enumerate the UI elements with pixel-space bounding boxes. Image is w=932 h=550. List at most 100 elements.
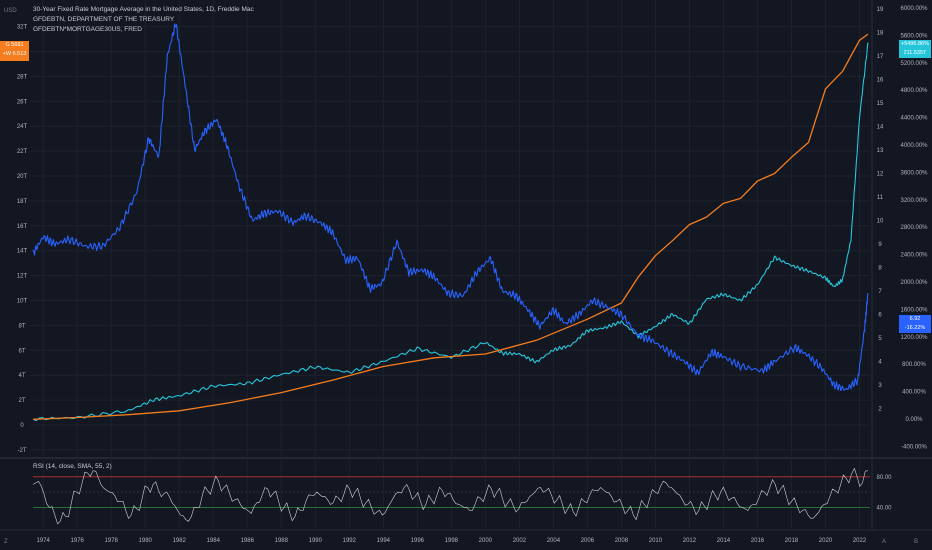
left-axis-tick: 26T [17,99,28,105]
x-axis-tick: 1982 [173,538,187,544]
x-axis-tick: 1994 [377,538,391,544]
chart-series [32,23,869,422]
rsi-title: RSI (14, close, SMA, 55, 2) [33,463,112,470]
mid-axis-tick: 9 [878,242,882,248]
right-axis-tick: 3200.00% [900,198,928,204]
x-axis-tick: 2002 [513,538,527,544]
right-tag-product-pct: +5496.86% [901,41,929,47]
right-axis-tick: 5600.00% [900,33,928,39]
mid-axis-tick: 3 [878,383,882,389]
grid-lines [0,0,932,531]
right-axis-tick: 4800.00% [900,88,928,94]
right-tag-mortgage-pct: -16.22% [904,325,926,331]
left-axis-tick: -2T [18,448,27,454]
right-axis-tick: 2400.00% [900,253,928,259]
timezone-button[interactable]: Z [4,539,8,545]
mid-axis-tick: 6 [878,313,882,319]
x-axis-tick: 1990 [309,538,323,544]
product-series-line [32,42,869,422]
mid-axis-tick: 19 [877,7,884,13]
mid-axis-tick: 17 [877,54,884,60]
right-axis-tick: 5200.00% [900,61,928,67]
right-axis-tick: 1200.00% [900,335,928,341]
right-tag-product-val: 211.535T [903,50,927,56]
left-axis-tick: 32T [17,25,28,31]
left-axis-tick: 4T [18,373,25,379]
x-axis-tick: 2004 [547,538,561,544]
mid-axis-tick: 2 [878,407,882,413]
right-axis-tick: 6000.00% [900,6,928,12]
left-axis-tick: 6T [18,348,25,354]
legend-product: GFDEBTN*MORTGAGE30US, FRED [33,26,142,33]
right-axis-tick: -400.00% [901,444,927,450]
right-axis-tick: 2800.00% [900,225,928,231]
x-axis-tick: 2016 [751,538,765,544]
x-axis-tick: 2022 [853,538,867,544]
left-axis-unit: USD [4,8,17,14]
left-axis-tick: 8T [18,323,25,329]
right-tag-mortgage: 6.92 -16.22% [899,315,931,333]
rsi-axis-tick: 40.00 [876,505,892,511]
mid-axis-tick: 18 [877,31,884,37]
rsi-pane [32,467,870,525]
left-axis-tick: 22T [17,149,28,155]
x-axis-tick: 1998 [445,538,459,544]
right-axis-tick: 4000.00% [900,143,928,149]
left-tag-bottom: +W 6.513 [2,51,27,57]
x-axis-tick: 1996 [411,538,425,544]
mid-axis-tick: 11 [877,195,884,201]
x-axis-tick: 1984 [207,538,221,544]
chart-title: 30-Year Fixed Rate Mortgage Average in t… [33,6,254,13]
right-axis-tick: 3600.00% [900,170,928,176]
x-axis-tick: 2006 [581,538,595,544]
rsi-axis-tick: 80.00 [876,475,892,481]
x-axis-tick: 1986 [241,538,255,544]
right-axis-tick: 400.00% [902,390,926,396]
mid-axis-tick: 7 [878,289,882,295]
x-axis-tick: 2000 [479,538,493,544]
axes: 32T30T28T26T24T22T20T18T16T14T12T10T8T6T… [17,6,928,544]
mid-axis-tick: 8 [878,266,882,272]
mid-axis-tick: 14 [877,125,884,131]
x-axis-tick: 1978 [105,538,119,544]
right-axis-tick: 1600.00% [900,307,928,313]
mid-axis-tick: 5 [878,336,882,342]
right-tag-product: +5496.86% 211.535T [899,40,931,58]
log-scale-button[interactable]: B [914,539,919,545]
mid-axis-tick: 10 [877,219,884,225]
mid-axis-tick: 13 [877,148,884,154]
left-price-tag: G 5691 +W 6.513 [0,41,29,61]
right-axis-tick: 0.00% [905,417,923,423]
left-axis-tick: 20T [17,174,28,180]
right-axis-tick: 4400.00% [900,116,928,122]
x-axis-tick: 2008 [615,538,629,544]
left-axis-tick: 12T [17,274,28,280]
left-axis-tick: 28T [17,74,28,80]
x-axis-tick: 2014 [717,538,731,544]
x-axis-tick: 1974 [37,538,51,544]
mid-axis-tick: 4 [878,360,882,366]
chart-legend: 30-Year Fixed Rate Mortgage Average in t… [33,5,254,35]
left-axis-tick: 18T [17,199,28,205]
x-axis-tick: 1980 [139,538,153,544]
left-axis-tick: 2T [18,398,25,404]
legend-debt: GFDEBTN, DEPARTMENT OF THE TREASURY [33,16,175,23]
right-axis-tick: 800.00% [902,362,926,368]
rsi-line [32,467,869,525]
x-axis-tick: 1988 [275,538,289,544]
x-axis-tick: 2012 [683,538,697,544]
left-axis-tick: 10T [17,299,28,305]
mid-axis-tick: 16 [877,78,884,84]
left-axis-tick: 24T [17,124,28,130]
left-tag-top: G 5691 [5,42,24,48]
x-axis-tick: 2018 [785,538,799,544]
x-axis-tick: 2010 [649,538,663,544]
right-tag-mortgage-val: 6.92 [909,316,921,322]
x-axis-tick: 2020 [819,538,833,544]
auto-scale-button[interactable]: A [882,539,887,545]
x-axis-tick: 1992 [343,538,357,544]
mid-axis-tick: 15 [877,101,884,107]
mortgage-series-line [32,23,869,392]
left-axis-tick: 16T [17,224,28,230]
right-axis-tick: 2000.00% [900,280,928,286]
